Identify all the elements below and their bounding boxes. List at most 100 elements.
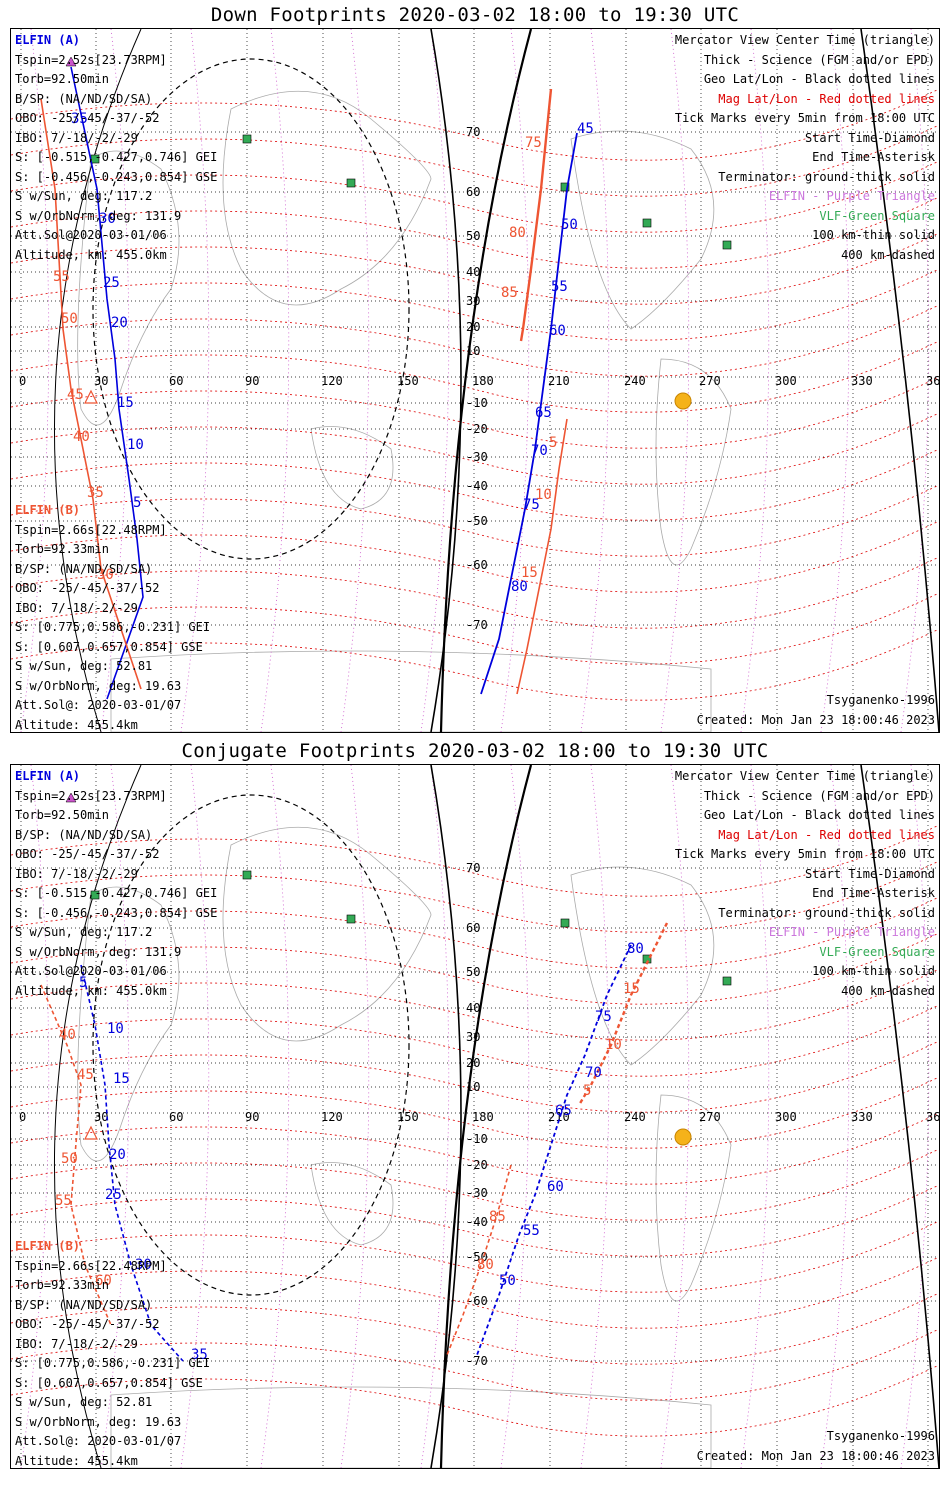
probe-a-torb: Torb=92.50min	[15, 808, 109, 822]
terminator-right	[860, 29, 939, 732]
probe-b-s-sun: S w/Sun, deg: 52.81	[15, 659, 153, 673]
mag-meridians	[20, 29, 930, 732]
mag-meridian	[20, 765, 50, 1468]
probe-a-bsp: B/SP: (NA/ND/SD/SA)	[15, 827, 153, 842]
elfin-b-east-labels-tick: 75	[525, 135, 542, 151]
mag-meridian	[100, 29, 130, 732]
probe-a-s-gei: S: [-0.515,-0.427,0.746] GEI	[15, 886, 218, 900]
legend-terminator: Terminator: ground-thick solid	[718, 169, 935, 184]
legend-vlf: VLF-Green Square	[819, 944, 935, 959]
probe-b-bsp: B/SP: (NA/ND/SD/SA)	[15, 561, 153, 576]
elfin-a-east-labels-tick: 65	[555, 1103, 572, 1119]
mag-meridian	[820, 29, 850, 732]
lon-tick-label: 330	[851, 1110, 873, 1124]
elfin-b-west-labels-tick: 50	[61, 1151, 78, 1167]
lat-tick-label: -70	[466, 618, 488, 632]
lat-tick-label: 60	[466, 921, 480, 935]
mag-meridian	[260, 29, 290, 732]
lon-tick-label: 0	[19, 1110, 26, 1124]
lon-tick-label: 300	[775, 374, 797, 388]
probe-a-obo: OBO: -25/-45/-37/-52	[15, 111, 160, 125]
mag-meridian	[260, 765, 290, 1468]
map-canvas-down: 0 30 60 90 120 150 180 210 240 270 300 330 360 70 60 50…	[11, 29, 939, 732]
lon-tick-label: 150	[397, 374, 419, 388]
legend-start: Start Time-Diamond	[804, 866, 935, 881]
elfin-b-west-labels: 40 45 50 55 60	[55, 1027, 112, 1289]
elfin-a-west-labels-tick: 25	[103, 275, 120, 291]
mag-meridian	[740, 29, 770, 732]
elfin-b-east-labels-tick: 85	[501, 285, 518, 301]
elfin-a-track-west	[80, 964, 184, 1362]
lat-tick-label: -30	[466, 450, 488, 464]
vlf-station-square	[346, 914, 356, 924]
elfin-a-west-labels-tick: 30	[99, 211, 116, 227]
probe-b-bsp: B/SP: (NA/ND/SD/SA)	[15, 1297, 153, 1312]
elfin-b-track-east	[577, 922, 669, 1106]
elfin-b-west-labels: 55 50 45 40 35 30	[53, 269, 114, 583]
elfin-a-track-west	[70, 66, 144, 700]
south-america-outline	[655, 1094, 732, 1302]
probe-b-name: ELFIN (B)	[15, 1239, 81, 1253]
lon-tick-label: 210	[548, 374, 570, 388]
probe-a-altitude: Altitude, km: 455.0km	[15, 983, 167, 998]
footprint-400km	[92, 794, 410, 1296]
sun-icon	[674, 392, 692, 410]
elfin-b-east-labels-tick: 80	[509, 225, 526, 241]
probe-b-tspin: Tspin=2.66s[22.48RPM]	[15, 522, 167, 537]
probe-a-name: ELFIN (A)	[15, 33, 81, 47]
legend-400km: 400 km-dashed	[841, 983, 935, 998]
vlf-station-square	[560, 918, 570, 928]
lat-tick-label: -20	[466, 1158, 488, 1172]
probe-b-attsol: Att.Sol@: 2020-03-01/07	[15, 1434, 182, 1448]
probe-b-s-orb: S w/OrbNorm, deg: 19.63	[15, 678, 182, 693]
elfin-a-east-labels-tick: 75	[595, 1009, 612, 1025]
mag-meridian	[580, 765, 610, 1468]
elfin-position-triangle	[65, 792, 77, 803]
elfin-a-east-labels-tick: 55	[523, 1223, 540, 1239]
elfin-b-west-labels-tick: 40	[73, 429, 90, 445]
footer-conjugate: Tsyganenko-1996 Created: Mon Jan 23 18:0…	[697, 1427, 935, 1466]
elfin-b-east-labels: 15 10 5 85 80	[477, 981, 640, 1273]
elfin-a-west-labels-tick: 20	[109, 1147, 126, 1163]
lon-tick-label: 90	[245, 374, 259, 388]
lat-tick-label: 10	[466, 1080, 480, 1094]
terminator-ground	[439, 29, 533, 732]
legend-mercator: Mercator View Center Time (triangle)	[674, 769, 935, 783]
lon-tick-label: 0	[19, 374, 26, 388]
elfin-a-east-labels-tick: 55	[551, 279, 568, 295]
mag-meridian	[340, 765, 370, 1468]
probe-a-attsol: Att.Sol@2020-03-01/06	[15, 228, 167, 242]
elfin-b-west-labels-tick: 40	[59, 1027, 76, 1043]
lat-tick-label: -10	[466, 396, 488, 410]
lon-tick-label: 60	[169, 374, 183, 388]
lat-tick-label: -40	[466, 479, 488, 493]
model-name: Tsyganenko-1996	[826, 693, 935, 707]
probe-b-s-gei: S: [0.775,0.586,-0.231] GEI	[15, 1356, 211, 1370]
legend-start: Start Time-Diamond	[804, 130, 935, 145]
footer-down: Tsyganenko-1996 Created: Mon Jan 23 18:0…	[697, 691, 935, 730]
lat-tick-label: -60	[466, 558, 488, 572]
probe-b-altitude: Altitude: 455.4km	[15, 717, 138, 732]
mag-parallel	[11, 304, 939, 377]
vlf-station-square	[90, 890, 100, 900]
probe-b-ibo: IBO: 7/-18/-2/-29	[15, 600, 138, 615]
elfin-a-track-east	[480, 132, 578, 695]
legend-geo: Geo Lat/Lon - Black dotted lines	[703, 72, 935, 86]
sun-icon	[674, 1128, 692, 1146]
continent-outlines	[77, 90, 732, 732]
elfin-a-east-labels-tick: 75	[523, 497, 540, 513]
mag-meridian	[420, 765, 450, 1468]
elfin-a-west-labels-tick: 5	[133, 495, 141, 511]
lon-tick-label: 270	[699, 1110, 721, 1124]
elfin-b-west-labels-tick: 35	[87, 485, 104, 501]
probe-a-s-orb: S w/OrbNorm, deg: 131.9	[15, 944, 182, 959]
probe-a-s-sun: S w/Sun, deg: 117.2	[15, 189, 153, 203]
lat-tick-label: 30	[466, 1030, 480, 1044]
africa-outline	[77, 150, 180, 426]
mag-meridian	[660, 765, 690, 1468]
probe-a-obo: OBO: -25/-45/-37/-52	[15, 847, 160, 861]
panel-title-conjugate: Conjugate Footprints 2020-03-02 18:00 to…	[181, 740, 769, 762]
elfin-b-center-triangle	[84, 389, 98, 404]
elfin-a-east-labels-tick: 60	[547, 1179, 564, 1195]
elfin-b-east-labels-tick: 5	[583, 1083, 591, 1099]
